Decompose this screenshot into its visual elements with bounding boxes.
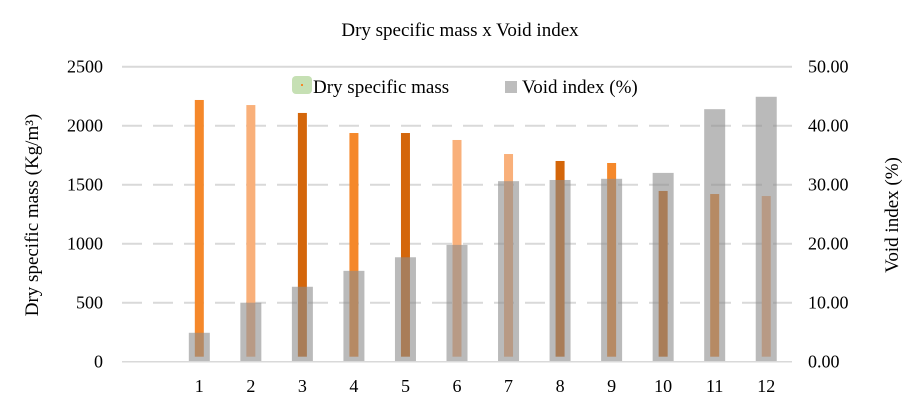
legend-swatch-void-index [505,81,517,93]
legend-label-void-index: Void index (%) [522,77,638,98]
gridlines [122,65,792,304]
void-index-bar [188,332,210,362]
y-tick-label: 500 [76,293,103,313]
y-right-tick-label: 30.00 [808,175,849,195]
y-tick-label: 0 [94,352,103,372]
dry-mass-bar [400,133,410,357]
x-tick-label: 5 [401,376,410,396]
y-right-tick-label: 0.00 [808,352,840,372]
void-index-bar [704,109,726,362]
y-axis-right-label: Void index (%) [882,157,903,273]
void-index-bar [343,270,365,362]
void-index-bar [446,244,468,362]
y-tick-label: 1500 [67,175,103,195]
dry-mass-bar [349,133,359,357]
void-index-bar [498,181,520,362]
legend: Dry specific mass Void index (%) [292,76,638,98]
y-axis-right-ticks: 0.00 10.00 20.00 30.00 40.00 50.00 [808,57,849,372]
void-index-bar [549,179,571,362]
y-tick-label: 1000 [67,234,103,254]
y-axis-left-ticks: 0 500 1000 1500 2000 2500 [67,57,103,372]
dry-mass-bar [246,105,256,357]
dry-mass-bars [194,99,771,357]
x-tick-label: 9 [607,376,616,396]
void-index-bar [291,286,313,362]
void-index-bar [240,302,262,362]
x-tick-label: 8 [556,376,565,396]
x-tick-label: 3 [298,376,307,396]
void-index-bars [188,96,777,362]
void-index-bar [652,172,674,362]
void-index-bar [394,257,416,362]
x-tick-label: 7 [504,376,513,396]
y-right-tick-label: 50.00 [808,57,849,77]
y-tick-label: 2500 [67,57,103,77]
chart-title: Dry specific mass x Void index [341,20,579,41]
x-tick-label: 2 [246,376,255,396]
y-right-tick-label: 40.00 [808,116,849,136]
y-axis-left-label: Dry specific mass (Kg/m³) [22,114,43,317]
y-tick-label: 2000 [67,116,103,136]
x-tick-label: 12 [757,376,775,396]
dry-mass-bar [297,112,307,357]
y-right-tick-label: 20.00 [808,234,849,254]
void-index-bar [601,178,623,362]
x-axis-ticks: 1 2 3 4 5 6 7 8 9 10 11 12 [195,376,775,396]
x-tick-label: 10 [654,376,672,396]
y-right-tick-label: 10.00 [808,293,849,313]
x-tick-label: 4 [349,376,358,396]
legend-label-dry-mass: Dry specific mass [313,77,449,98]
x-tick-label: 6 [453,376,462,396]
legend-marker-dry-mass [301,84,303,86]
void-index-bar [755,96,777,362]
x-tick-label: 1 [195,376,204,396]
dry-mass-bar [194,99,204,357]
x-tick-label: 11 [706,376,723,396]
